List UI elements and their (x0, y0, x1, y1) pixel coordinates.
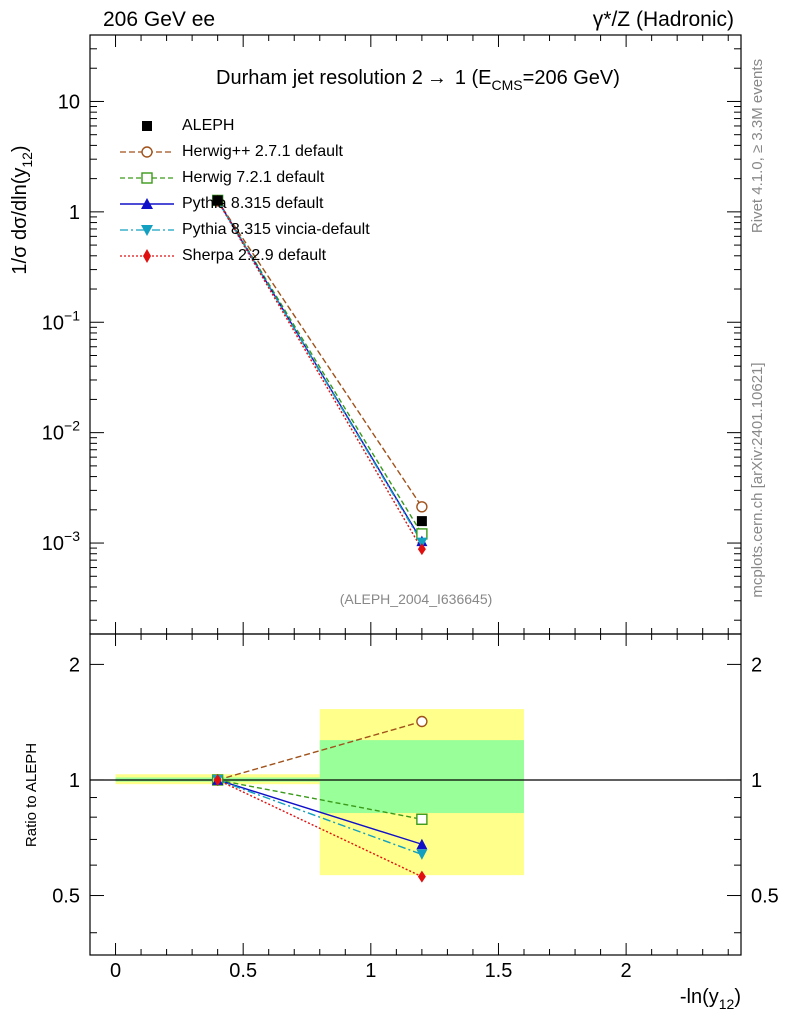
series-0-main-line (217, 200, 423, 508)
series-4-ratio-point-1 (417, 870, 426, 883)
ratio-y-axis-label: Ratio to ALEPH (23, 743, 40, 847)
legend-marker-herwigpp (120, 146, 174, 158)
series-3-main-point-1 (416, 537, 428, 549)
series-lines (217, 200, 423, 878)
y-tick-label-3: 10−2 (42, 418, 80, 445)
series-2-ratio-line (217, 779, 423, 845)
ratio-tick-label-right-1: 1 (751, 770, 762, 792)
legend-entry-sherpa: Sherpa 2.2.9 default (118, 243, 370, 269)
ratio-tick-label-left-0: 2 (69, 654, 80, 676)
legend-marker-aleph (142, 121, 152, 131)
axes-frames (89, 34, 742, 956)
tick-labels: 0 0.5 1 1.5 2 10 1 10−1 10−2 10−3 2 2 1 1 0.5 0.5 (42, 91, 779, 982)
series-3-ratio-point-1 (416, 849, 428, 860)
series-1-ratio-line (217, 779, 423, 820)
aleph-point-1 (416, 516, 427, 527)
header-energy: 206 GeV ee (103, 8, 216, 31)
mcplots-source-label: mcplots.cern.ch [arXiv:2401.10621] (749, 362, 766, 597)
legend: ALEPH Herwig++ 2.7.1 default Herwig 7.2.… (118, 113, 370, 269)
legend-label-herwigpp: Herwig++ 2.7.1 default (182, 143, 343, 160)
legend-label-pythia-vincia: Pythia 8.315 vincia-default (182, 221, 370, 238)
x-axis-label: -ln(y12) (680, 986, 741, 1012)
y-tick-label-2: 10−1 (42, 307, 80, 334)
ratio-frame (89, 633, 742, 956)
legend-entry-aleph: ALEPH (118, 113, 370, 139)
legend-label-herwig7: Herwig 7.2.1 default (182, 169, 325, 186)
ratio-tick-label-left-2: 0.5 (52, 886, 80, 908)
series-4-main-line (217, 200, 423, 550)
analysis-id: (ALEPH_2004_I636645) (340, 591, 493, 607)
legend-label-sherpa: Sherpa 2.2.9 default (182, 247, 327, 264)
data-markers (211, 194, 428, 883)
ratio-tick-label-left-1: 1 (69, 770, 80, 792)
x-tick-label-3: 1.5 (485, 960, 513, 982)
x-tick-label-0: 0 (110, 960, 121, 982)
series-0-ratio-point-1 (416, 715, 428, 728)
series-4-main-point-1 (417, 543, 426, 556)
rivet-version-label: Rivet 4.1.0, ≥ 3.3M events (749, 59, 766, 233)
legend-label-pythia: Pythia 8.315 default (182, 195, 324, 212)
y-tick-label-1: 1 (69, 202, 80, 224)
series-1-ratio-point-1 (416, 813, 428, 825)
aleph-point-0 (212, 195, 223, 206)
legend-entry-pythia: Pythia 8.315 default (118, 191, 370, 217)
y-axis-label: 1/σ dσ/dln(y12) (9, 145, 35, 274)
ratio-tick-label-right-0: 2 (751, 654, 762, 676)
ratio-tick-label-right-2: 0.5 (751, 886, 779, 908)
legend-entry-herwigpp: Herwig++ 2.7.1 default (118, 139, 370, 165)
y-tick-label-0: 10 (58, 91, 80, 113)
legend-entry-pythia-vincia: Pythia 8.315 vincia-default (118, 217, 370, 243)
legend-marker-sherpa (120, 249, 174, 263)
series-3-main-line (217, 200, 423, 543)
chart-title: Durham jet resolution 2 → 1 (ECMS=206 GeV) (216, 67, 620, 93)
x-tick-label-4: 2 (621, 960, 632, 982)
legend-entry-herwig7: Herwig 7.2.1 default (118, 165, 370, 191)
x-tick-label-2: 1 (365, 960, 376, 982)
legend-label-aleph: ALEPH (182, 117, 235, 134)
series-4-ratio-point-0 (213, 773, 222, 786)
legend-marker-pythia-vincia (120, 225, 174, 236)
series-3-ratio-line (217, 779, 423, 856)
ratio-uncertainty-bands (115, 709, 524, 876)
legend-marker-pythia (120, 198, 174, 209)
ratio-band-inner-1 (319, 740, 524, 814)
series-2-ratio-point-1 (416, 838, 428, 850)
header-process: γ*/Z (Hadronic) (592, 8, 734, 31)
series-4-ratio-line (217, 779, 423, 878)
legend-marker-herwig7 (120, 172, 174, 184)
x-tick-label-1: 0.5 (229, 960, 257, 982)
series-0-main-point-1 (416, 501, 428, 513)
y-tick-label-4: 10−3 (42, 528, 80, 555)
